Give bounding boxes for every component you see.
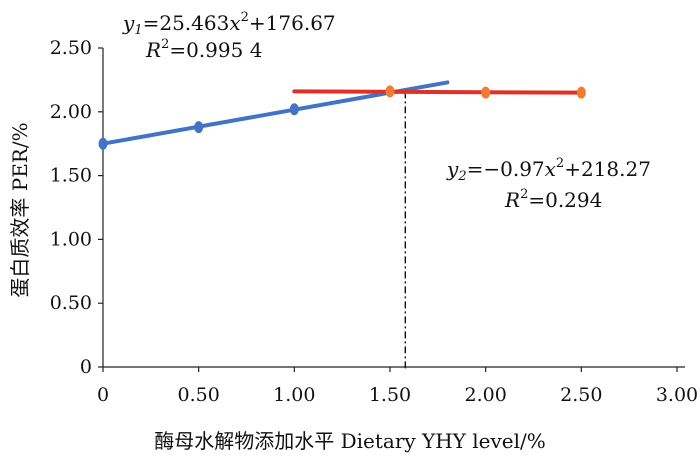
data-points	[98, 85, 586, 150]
y-tick-label: 1.50	[50, 165, 92, 187]
x-tick-label: 1.00	[273, 384, 315, 406]
x-tick-label: 1.50	[369, 384, 411, 406]
trend-line-2	[292, 89, 584, 95]
r-squared-2: R2=0.294	[504, 187, 602, 212]
data-point-series-1	[194, 121, 204, 134]
x-tick-label: 0	[97, 384, 109, 406]
trend-lines	[101, 80, 584, 371]
x-tick-label: 2.00	[465, 384, 507, 406]
y-axis-title: 蛋白质效率 PER/%	[8, 122, 32, 297]
r-squared-1: R2=0.995 4	[145, 37, 262, 62]
y-tick-label: 0	[80, 356, 92, 378]
y-tick-label: 2.00	[50, 101, 92, 123]
axis-labels: 0 0.50 1.00 1.50 2.00 2.50 0 0.50 1.00 1.50 2.00 2.…	[50, 37, 698, 406]
data-point-series-2	[576, 86, 586, 99]
data-point-series-1	[289, 103, 299, 116]
data-point-series-2	[385, 85, 395, 98]
equation-1: y1=25.463x2+176.67	[122, 10, 336, 38]
y-tick-label: 2.50	[50, 37, 92, 59]
axes	[98, 47, 685, 372]
x-tick-label: 2.50	[560, 384, 602, 406]
equation-2: y2=−0.97x2+218.27	[446, 156, 651, 184]
x-tick-label: 0.50	[178, 384, 220, 406]
y-tick-label: 1.00	[50, 228, 92, 250]
x-tick-label: 3.00	[656, 384, 698, 406]
y-tick-label: 0.50	[50, 292, 92, 314]
data-point-series-1	[98, 137, 108, 150]
x-axis-title: 酶母水解物添加水平 Dietary YHY level/%	[154, 429, 546, 453]
data-point-series-2	[481, 86, 491, 99]
